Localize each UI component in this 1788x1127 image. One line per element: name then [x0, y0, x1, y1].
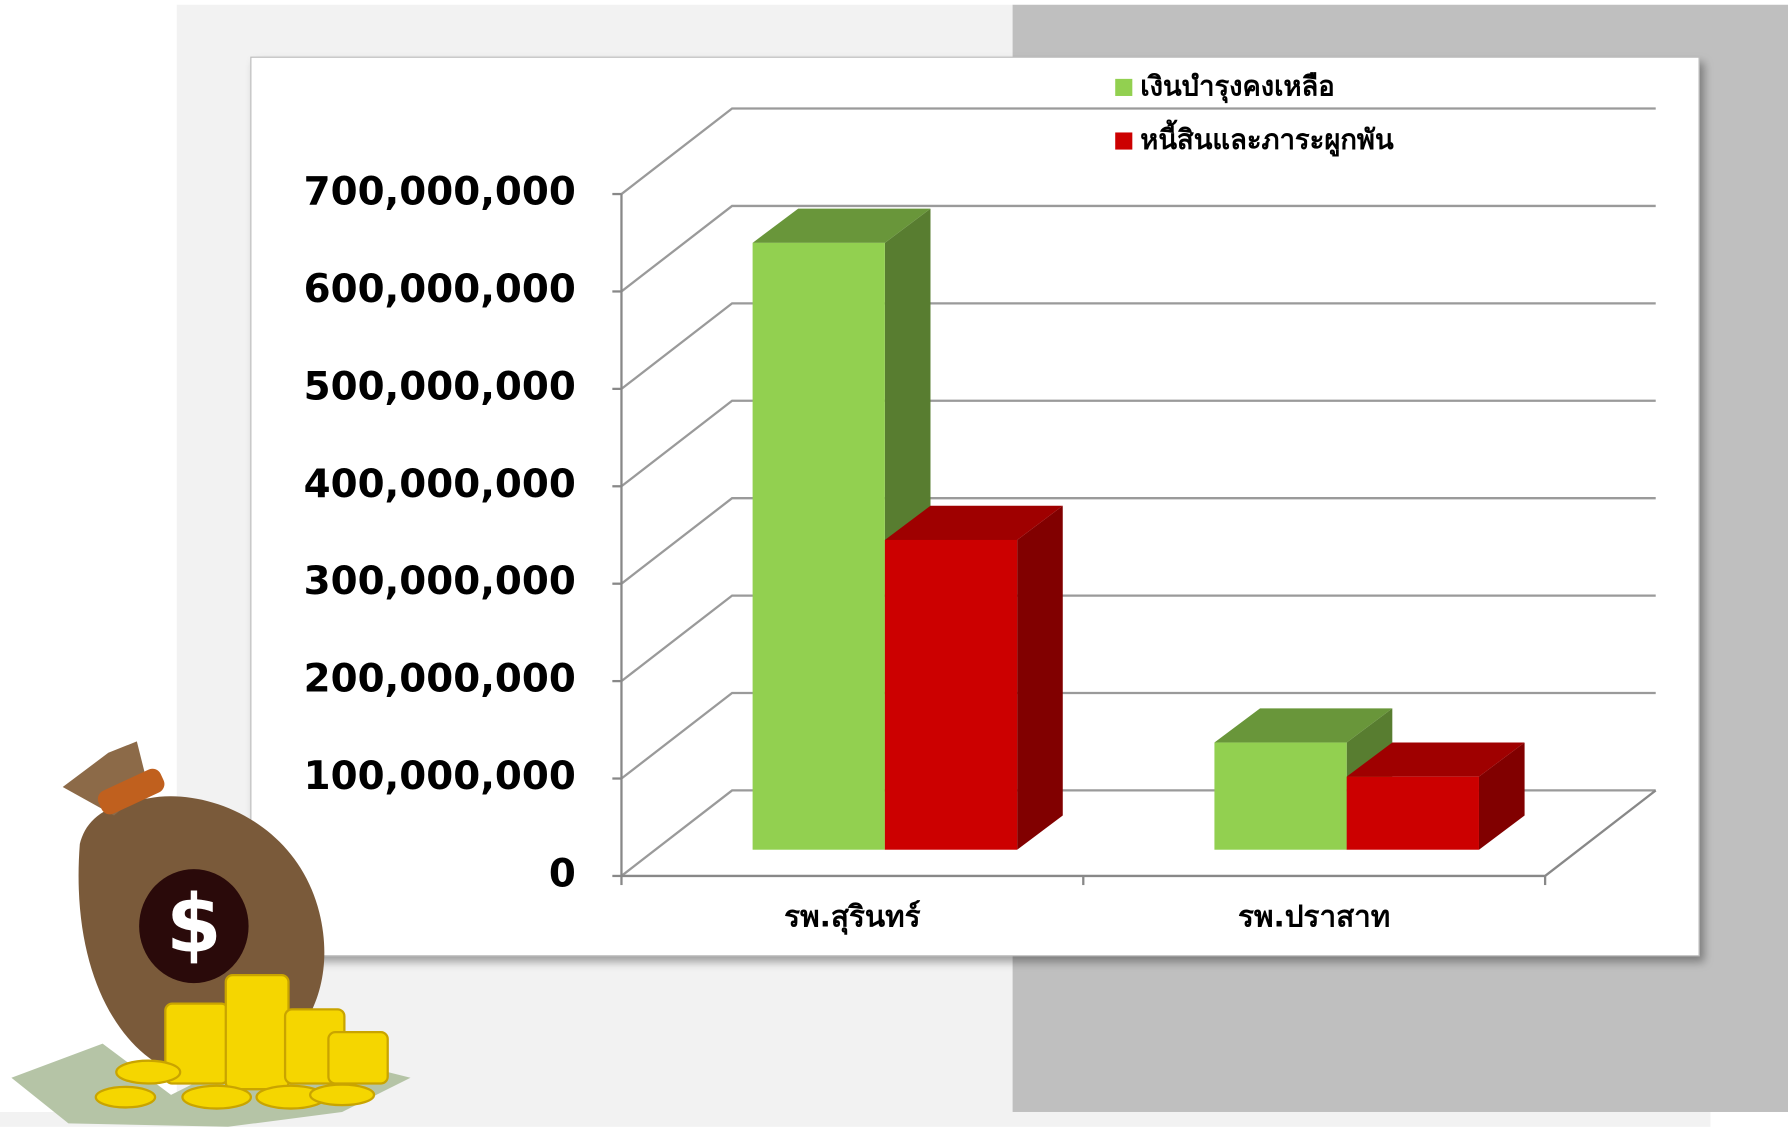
grid-line [620, 497, 1656, 585]
grid-line [620, 302, 1656, 390]
background-bottom [0, 1111, 1711, 1127]
grid-line [620, 204, 1656, 293]
x-tick-label: รพ.ปราสาท [1238, 899, 1390, 934]
bar-side [1478, 742, 1525, 850]
y-tick-label: 300,000,000 [304, 559, 576, 604]
y-tick-label: 400,000,000 [304, 462, 576, 507]
grid-line [620, 691, 1656, 780]
y-tick-label: 700,000,000 [304, 170, 576, 215]
money-bag: $ [11, 741, 411, 1127]
grid-line [620, 594, 1656, 683]
y-tick-label: 100,000,000 [304, 754, 576, 799]
legend-label: หนี้สินและภาระผูกพัน [1140, 119, 1394, 157]
y-tick-label: 0 [549, 851, 576, 896]
legend-swatch [1115, 78, 1133, 96]
legend-swatch [1115, 132, 1133, 150]
plot: 0 100,000,000 200,000,000 300,000,000 400,00… [304, 71, 1657, 935]
y-tick-label: 200,000,000 [304, 657, 576, 702]
bar [1346, 776, 1479, 850]
bar-side [1017, 505, 1063, 850]
bar-top [1214, 708, 1393, 743]
bar-top [884, 505, 1063, 540]
bar-top [1346, 742, 1525, 777]
y-tick-label: 600,000,000 [304, 267, 576, 312]
grid-line [620, 399, 1656, 488]
bar-top [752, 208, 931, 243]
legend-label: เงินบำรุงคงเหลือ [1140, 71, 1334, 103]
svg-text:$: $ [166, 878, 222, 971]
bar [884, 539, 1018, 850]
bar [752, 242, 885, 850]
grid-line [620, 107, 1656, 195]
bar [1214, 742, 1347, 850]
y-tick-label: 500,000,000 [304, 364, 576, 409]
x-tick-label: รพ.สุรินทร์ [784, 899, 920, 935]
